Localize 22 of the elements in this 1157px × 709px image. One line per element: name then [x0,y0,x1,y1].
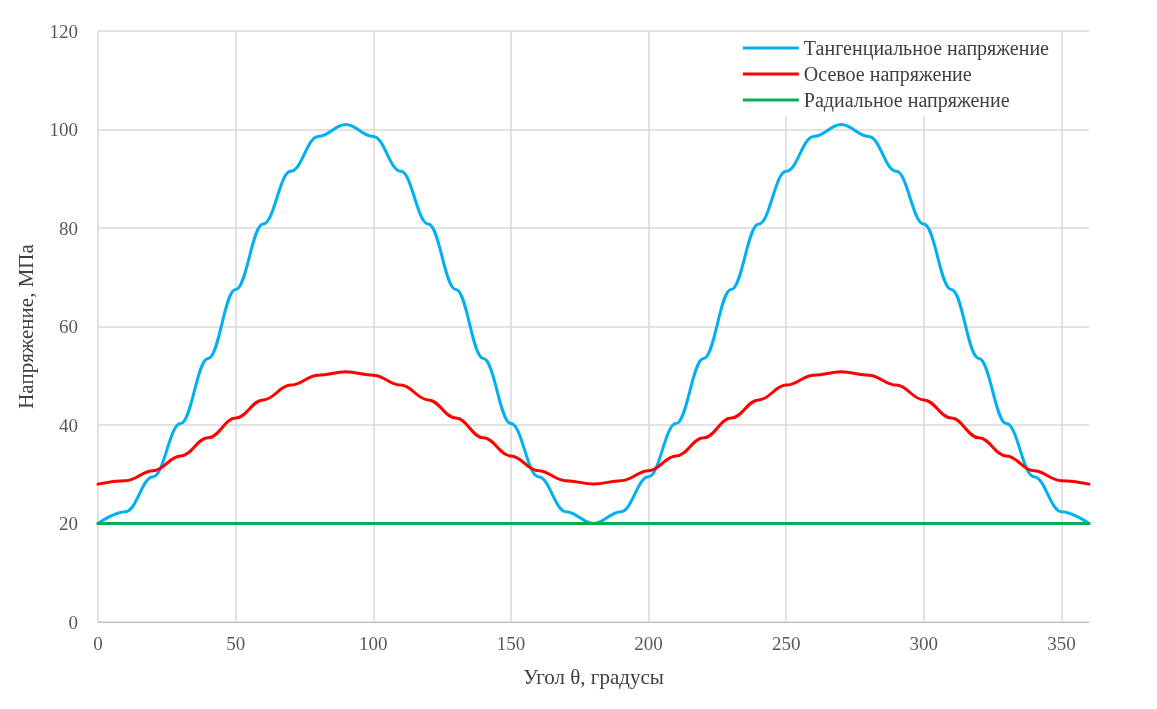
x-tick-label: 200 [634,633,663,654]
x-tick-label: 100 [359,633,388,654]
y-tick-label: 60 [59,316,78,337]
line-series [96,370,1091,486]
x-tick-label: 0 [93,633,103,654]
y-axis-title: Напряжение, МПа [13,243,38,409]
legend-label: Осевое напряжение [803,63,972,86]
x-tick-label: 150 [496,633,526,654]
x-tick-label: 300 [909,633,939,654]
line-series [96,123,1091,525]
x-tick-label: 350 [1047,633,1076,654]
legend-label: Тангенциальное напряжение [803,37,1050,60]
y-tick-label: 20 [59,513,78,534]
x-axis-title: Угол θ, градусы [523,664,664,689]
x-tick-label: 50 [226,633,246,654]
y-tick-label: 0 [68,611,78,633]
y-tick-label: 120 [49,20,78,42]
x-tick-label: 250 [771,633,801,654]
y-tick-label: 80 [59,217,78,239]
y-tick-label: 100 [49,119,78,140]
y-tick-label: 40 [59,414,78,436]
legend-label: Радиальное напряжение [803,89,1010,112]
